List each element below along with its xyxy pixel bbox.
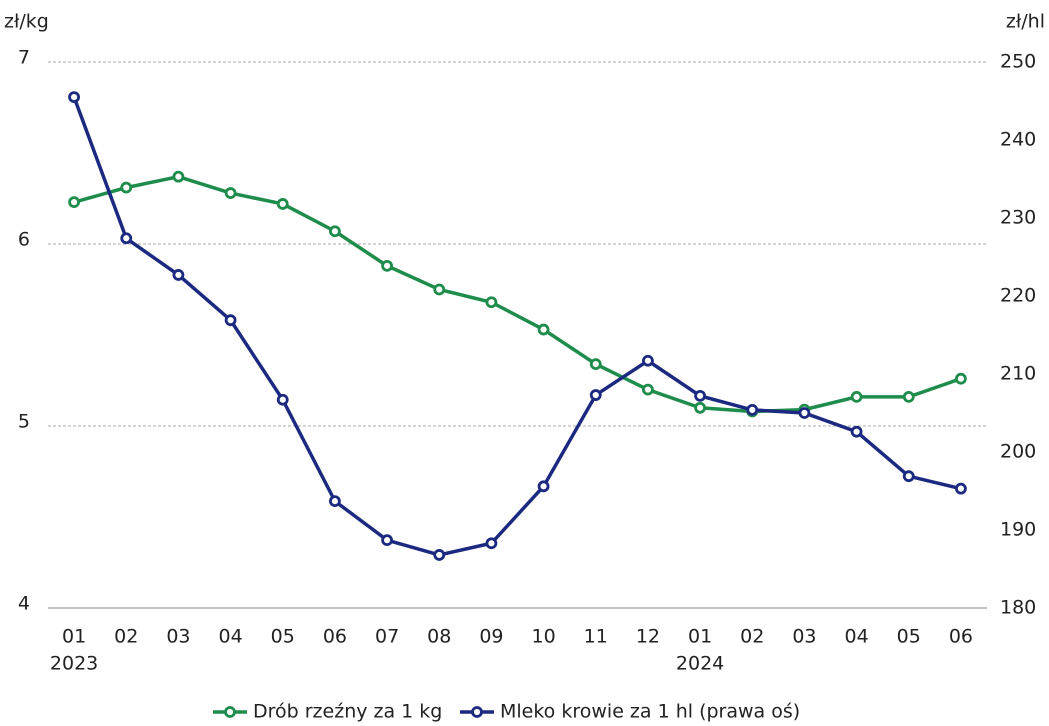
series-marker: [433, 549, 446, 561]
series-marker: [589, 358, 602, 371]
series-marker: [589, 389, 602, 401]
series-marker: [902, 390, 915, 403]
series-marker: [329, 225, 341, 238]
x-tick-label: 06: [949, 626, 973, 648]
series-marker: [172, 269, 185, 281]
series-marker: [224, 187, 237, 199]
legend-label: Drób rzeźny za 1 kg: [253, 701, 442, 723]
x-tick-label: 03: [792, 626, 816, 648]
y2-tick-label: 180: [1000, 597, 1036, 619]
series-line: [72, 96, 962, 557]
series-marker: [537, 480, 550, 493]
x-tick-label: 08: [427, 626, 451, 648]
x-sublabel: 2023: [50, 653, 98, 675]
series-marker: [276, 198, 289, 210]
x-tick-label: 11: [584, 626, 608, 648]
y2-tick-label: 240: [1000, 129, 1036, 151]
y2-axis-label: zł/hl: [1006, 11, 1045, 33]
series-line: [73, 174, 962, 414]
x-tick-label: 04: [218, 626, 242, 648]
x-tick-label: 07: [375, 626, 399, 648]
series-marker: [381, 534, 393, 547]
series-marker: [485, 296, 498, 309]
series-marker: [798, 407, 811, 419]
legend-marker: [224, 706, 236, 718]
series-marker: [902, 470, 915, 483]
series-marker: [746, 403, 759, 416]
x-tick-label: 02: [114, 626, 138, 648]
series-marker: [276, 393, 289, 406]
series-marker: [694, 401, 706, 414]
series-marker: [120, 232, 133, 245]
x-sublabel: 2024: [676, 653, 724, 675]
y-axis-label: zł/kg: [4, 11, 49, 33]
series-marker: [172, 170, 185, 183]
x-tick-label: 02: [740, 626, 764, 648]
series-marker: [381, 259, 393, 272]
series-marker: [433, 283, 446, 296]
y-tick-label: 6: [18, 229, 30, 251]
series-marker: [68, 91, 80, 103]
y-tick-label: 7: [18, 47, 30, 69]
series-marker: [642, 383, 654, 396]
series-marker: [485, 537, 498, 550]
x-tick-label: 04: [844, 626, 868, 648]
y2-tick-label: 190: [1000, 519, 1036, 541]
x-tick-label: 05: [271, 626, 295, 648]
legend-marker: [471, 706, 483, 718]
series-marker: [694, 389, 706, 402]
x-tick-label: 01: [688, 626, 712, 648]
series-marker: [850, 425, 863, 438]
y-tick-label: 5: [18, 411, 30, 433]
x-tick-label: 09: [479, 626, 503, 648]
y2-tick-label: 220: [1000, 285, 1036, 307]
x-tick-label: 10: [531, 626, 555, 648]
series-marker: [850, 390, 863, 403]
y2-tick-label: 210: [1000, 363, 1036, 385]
series-marker: [224, 314, 237, 327]
series-marker: [120, 181, 133, 194]
y2-tick-label: 250: [1000, 51, 1036, 73]
x-tick-label: 03: [166, 626, 190, 648]
series-marker: [955, 482, 967, 495]
x-tick-label: 05: [897, 626, 921, 648]
x-tick-label: 06: [323, 626, 347, 648]
y2-tick-label: 200: [1000, 441, 1036, 463]
series-marker: [642, 354, 654, 367]
y2-tick-label: 230: [1000, 207, 1036, 229]
legend-label: Mleko krowie za 1 hl (prawa oś): [500, 701, 800, 723]
y-tick-label: 4: [18, 593, 30, 615]
x-tick-label: 12: [636, 626, 660, 648]
series-marker: [955, 372, 967, 385]
series-marker: [329, 495, 341, 508]
x-tick-label: 01: [62, 626, 86, 648]
series-marker: [537, 323, 550, 336]
series-marker: [68, 196, 80, 209]
